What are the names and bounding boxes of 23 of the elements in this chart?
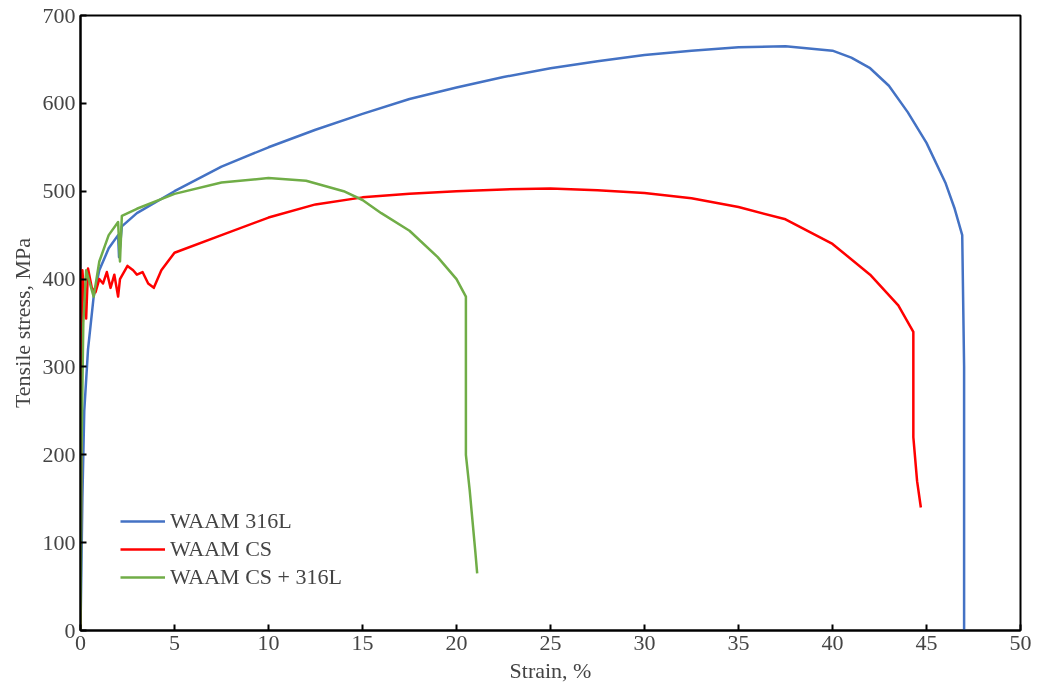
x-axis-title: Strain, % <box>509 657 592 683</box>
x-tick-label: 5 <box>169 629 180 655</box>
y-tick-label: 400 <box>42 266 76 292</box>
x-tick-label: 25 <box>539 629 562 655</box>
x-tick-label: 35 <box>727 629 750 655</box>
line-series <box>80 45 966 631</box>
y-tick-label: 700 <box>42 2 76 28</box>
y-axis-title: Tensile stress, MPa <box>9 237 35 409</box>
y-tick-label: 500 <box>42 178 76 204</box>
x-tick-label: 30 <box>633 629 656 655</box>
y-tick-label: 300 <box>42 353 76 379</box>
y-tick-label: 600 <box>42 90 76 116</box>
x-tick-label: 45 <box>915 629 938 655</box>
legend-label: WAAM CS + 316L <box>170 564 342 590</box>
y-tick-label: 100 <box>42 529 76 555</box>
legend-label: WAAM CS <box>170 536 273 562</box>
legend-label: WAAM 316L <box>170 508 292 534</box>
x-tick-label: 10 <box>257 629 280 655</box>
x-tick-label: 15 <box>351 629 374 655</box>
x-tick-label: 50 <box>1009 629 1032 655</box>
y-tick-label: 200 <box>42 441 76 467</box>
x-tick-label: 20 <box>445 629 468 655</box>
x-tick-label: 40 <box>821 629 844 655</box>
